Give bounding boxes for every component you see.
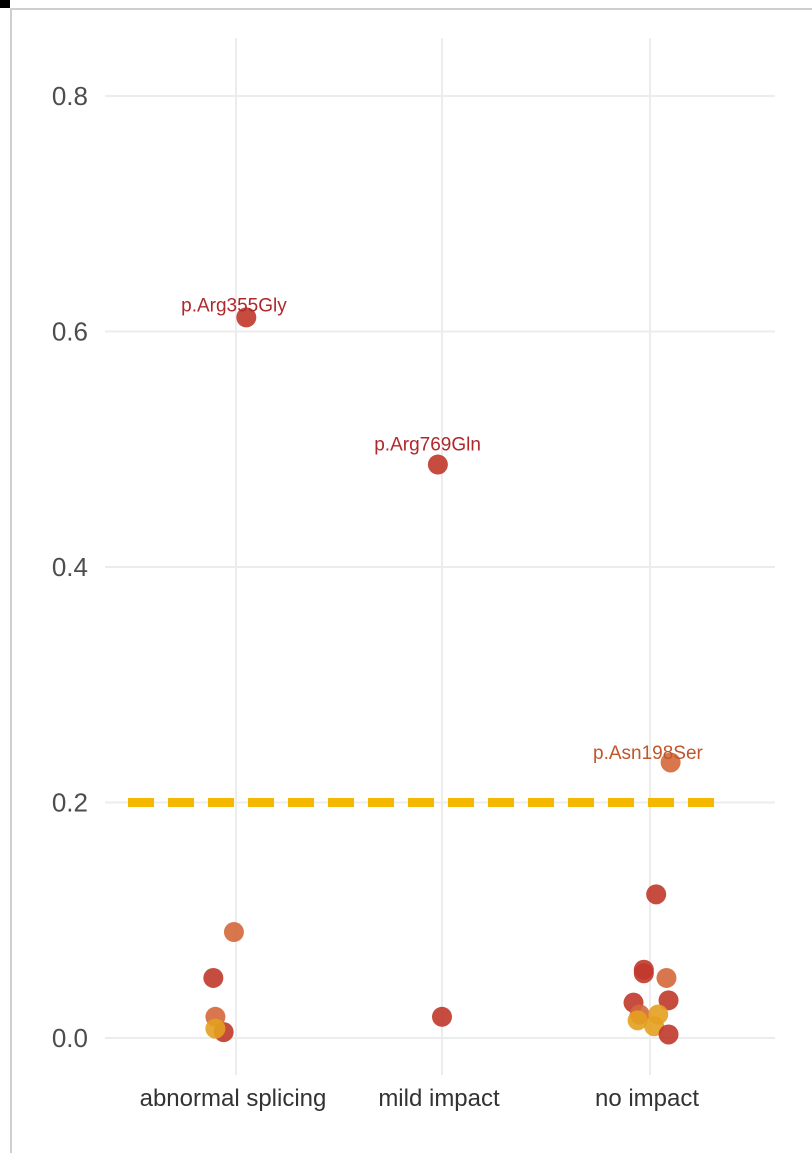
data-point bbox=[205, 1018, 226, 1039]
data-point bbox=[658, 990, 679, 1011]
y-tick-label: 0.6 bbox=[52, 317, 88, 347]
grid-layer bbox=[105, 38, 775, 1075]
data-point bbox=[646, 884, 667, 905]
data-point bbox=[658, 1024, 679, 1045]
data-point bbox=[633, 963, 654, 984]
y-tick-label: 0.2 bbox=[52, 788, 88, 818]
label-layer: 0.0 0.2 0.4 0.6 0.8 abnormal splicing mild imp… bbox=[52, 81, 704, 1112]
data-point bbox=[203, 967, 224, 988]
y-tick-label: 0.0 bbox=[52, 1023, 88, 1053]
point-layer bbox=[203, 307, 681, 1045]
y-tick-label: 0.8 bbox=[52, 81, 88, 111]
x-tick-label: abnormal splicing bbox=[140, 1085, 327, 1112]
y-tick-label: 0.4 bbox=[52, 552, 88, 582]
data-point bbox=[627, 1010, 648, 1031]
x-tick-label: no impact bbox=[595, 1085, 699, 1112]
data-point bbox=[236, 307, 257, 328]
data-point bbox=[656, 967, 677, 988]
corner-mark bbox=[0, 0, 10, 8]
data-point bbox=[223, 922, 244, 943]
point-annotation: p.Arg769Gln bbox=[374, 435, 481, 456]
point-annotation: p.Arg355Gly bbox=[181, 296, 287, 317]
plot-frame bbox=[10, 8, 812, 1153]
point-annotation: p.Asn198Ser bbox=[593, 743, 704, 764]
data-point bbox=[432, 1006, 452, 1027]
x-tick-label: mild impact bbox=[378, 1085, 500, 1112]
data-point bbox=[427, 454, 448, 475]
data-point bbox=[660, 752, 681, 773]
